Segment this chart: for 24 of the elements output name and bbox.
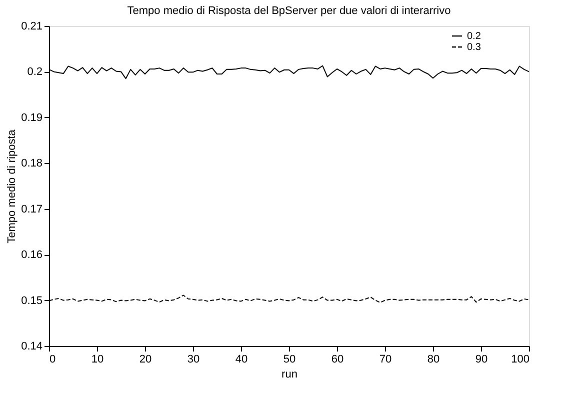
y-tick-label: 0.21	[21, 20, 42, 32]
y-tick-label: 0.15	[21, 294, 42, 307]
x-tick-label: 60	[331, 354, 344, 366]
legend-label: 0.3	[467, 42, 482, 53]
y-axis-title: Tempo medio di riposta	[6, 128, 18, 244]
x-tick-label: 0	[50, 354, 56, 366]
x-tick-label: 50	[283, 354, 296, 366]
x-tick-label: 40	[235, 354, 248, 366]
y-tick-label: 0.16	[21, 249, 42, 262]
y-tick-label: 0.17	[21, 203, 42, 216]
y-tick-label: 0.2	[27, 66, 42, 78]
x-tick-label: 100	[511, 354, 530, 366]
chart-title: Tempo medio di Risposta del BpServer per due valori di interarrivo	[127, 5, 451, 17]
x-tick-label: 20	[139, 354, 152, 366]
y-tick-label: 0.14	[21, 340, 42, 352]
x-tick-label: 80	[427, 354, 440, 366]
x-axis-title: run	[282, 368, 298, 380]
y-tick-label: 0.19	[21, 112, 42, 124]
x-tick-label: 10	[91, 354, 104, 366]
legend-label: 0.2	[467, 31, 482, 42]
x-tick-label: 90	[475, 354, 488, 366]
y-tick-label: 0.18	[21, 158, 42, 170]
x-tick-label: 70	[379, 354, 392, 366]
x-tick-label: 30	[187, 354, 200, 366]
